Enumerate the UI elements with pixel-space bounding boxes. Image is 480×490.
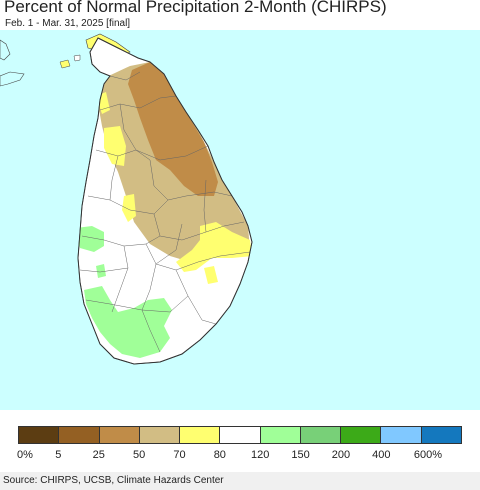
legend-swatch bbox=[19, 427, 60, 443]
legend-label: 50 bbox=[132, 449, 146, 461]
district-boundaries bbox=[79, 71, 251, 353]
legend-label: 150 bbox=[291, 449, 310, 461]
source-text: Source: CHIRPS, UCSB, Climate Hazards Ce… bbox=[3, 475, 224, 486]
legend-swatch bbox=[341, 427, 382, 443]
legend-swatch bbox=[421, 427, 461, 443]
legend-swatch bbox=[300, 427, 342, 443]
precip-zone-70-80 bbox=[204, 266, 218, 284]
precip-zone-25-50 bbox=[128, 62, 218, 196]
legend-label: 120 bbox=[250, 449, 270, 461]
legend-colorbar bbox=[18, 426, 462, 444]
island-islet bbox=[73, 54, 81, 62]
legend-label: 400 bbox=[372, 449, 391, 461]
precip-zone-70-80 bbox=[176, 222, 252, 272]
source-footer: Source: CHIRPS, UCSB, Climate Hazards Ce… bbox=[0, 472, 480, 490]
legend-label: 5 bbox=[55, 449, 62, 461]
map-subtitle: Feb. 1 - Mar. 31, 2025 [final] bbox=[5, 18, 131, 29]
legend-swatch bbox=[59, 427, 100, 443]
legend-label: 600% bbox=[413, 449, 443, 461]
legend-labels: 0% 5 25 50 70 80 120 150 200 400 600% bbox=[0, 449, 480, 463]
legend-swatch bbox=[139, 427, 181, 443]
mainland-coast-fragment bbox=[0, 39, 11, 61]
precip-zone-120-150 bbox=[96, 264, 106, 278]
legend-label: 0% bbox=[17, 449, 33, 461]
precip-zone-120-150 bbox=[78, 226, 104, 252]
map-svg bbox=[0, 33, 253, 365]
legend-label: 25 bbox=[92, 449, 105, 461]
legend-swatch bbox=[260, 427, 301, 443]
legend-label: 200 bbox=[331, 449, 351, 461]
legend-swatch bbox=[381, 427, 422, 443]
precip-zone-70-80 bbox=[122, 194, 136, 222]
legend-swatch bbox=[99, 427, 140, 443]
legend-label: 80 bbox=[213, 449, 226, 461]
map-title: Percent of Normal Precipitation 2-Month … bbox=[4, 0, 387, 16]
legend-label: 70 bbox=[173, 449, 186, 461]
precip-zone-70-80 bbox=[104, 126, 126, 166]
legend-swatch bbox=[180, 427, 221, 443]
legend-swatch bbox=[220, 427, 261, 443]
map-area bbox=[0, 30, 480, 410]
precip-zone-120-150 bbox=[84, 286, 172, 358]
island-islet bbox=[59, 59, 71, 69]
island-coastline bbox=[77, 37, 253, 365]
mainland-coast-fragment bbox=[0, 71, 25, 87]
